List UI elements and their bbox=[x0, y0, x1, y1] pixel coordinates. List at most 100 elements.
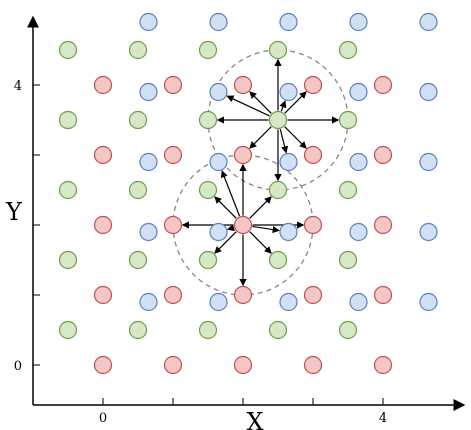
blue-lattice-point bbox=[349, 222, 368, 242]
red-lattice-point bbox=[93, 355, 113, 375]
blue-lattice-point bbox=[139, 222, 158, 242]
blue-lattice-point bbox=[279, 152, 298, 172]
green-lattice-point bbox=[128, 40, 148, 60]
red-lattice-point bbox=[163, 75, 183, 95]
neighbor-arrow bbox=[284, 126, 307, 149]
red-lattice-point bbox=[163, 355, 183, 375]
neighbor-arrow bbox=[252, 225, 280, 234]
green-lattice-point bbox=[268, 250, 288, 270]
green-lattice-point bbox=[268, 40, 288, 60]
blue-lattice-point bbox=[349, 12, 368, 32]
blue-lattice-point bbox=[349, 292, 368, 312]
red-lattice-point bbox=[163, 145, 183, 165]
green-lattice-point bbox=[128, 180, 148, 200]
red-lattice-point bbox=[93, 285, 113, 305]
x-tick-label: 0 bbox=[99, 411, 107, 426]
blue-lattice-point bbox=[209, 152, 228, 172]
red-lattice-point bbox=[303, 215, 323, 235]
neighbor-arrows bbox=[181, 58, 340, 287]
red-lattice-point bbox=[93, 75, 113, 95]
blue-lattice-point bbox=[139, 82, 158, 102]
red-lattice-point bbox=[373, 145, 393, 165]
blue-lattice-point bbox=[419, 292, 438, 312]
neighbor-arrow bbox=[249, 231, 272, 254]
red-lattice-point bbox=[373, 355, 393, 375]
y-ticks: 04 bbox=[14, 79, 40, 374]
red-lattice-point bbox=[233, 145, 253, 165]
neighbor-arrow bbox=[220, 170, 241, 217]
blue-lattice-point bbox=[139, 12, 158, 32]
red-lattice-point bbox=[233, 355, 253, 375]
green-lattice-point bbox=[198, 250, 218, 270]
lattice-points bbox=[58, 12, 438, 375]
green-lattice-point bbox=[128, 250, 148, 270]
blue-lattice-point bbox=[139, 152, 158, 172]
x-tick-label: 4 bbox=[379, 411, 387, 426]
blue-lattice-point bbox=[419, 222, 438, 242]
green-lattice-point bbox=[128, 110, 148, 130]
blue-lattice-point bbox=[209, 82, 228, 102]
blue-lattice-point bbox=[279, 222, 298, 242]
neighbor-arrow bbox=[226, 95, 270, 117]
green-lattice-point bbox=[268, 320, 288, 340]
blue-lattice-point bbox=[349, 152, 368, 172]
y-axis-title: Y bbox=[5, 198, 23, 226]
y-tick-label: 4 bbox=[14, 79, 22, 94]
blue-lattice-point bbox=[349, 82, 368, 102]
green-lattice-point bbox=[198, 320, 218, 340]
green-lattice-point bbox=[338, 110, 358, 130]
neighbor-arrow bbox=[249, 196, 272, 219]
blue-lattice-point bbox=[209, 292, 228, 312]
red-lattice-point bbox=[373, 75, 393, 95]
green-lattice-point bbox=[58, 40, 78, 60]
red-lattice-point bbox=[303, 75, 323, 95]
green-lattice-point bbox=[338, 40, 358, 60]
y-tick-label: 0 bbox=[14, 359, 22, 374]
neighbor-arrow bbox=[279, 129, 289, 154]
neighbor-arrow bbox=[249, 91, 272, 114]
neighbor-arrow bbox=[249, 126, 272, 149]
red-lattice-point bbox=[303, 145, 323, 165]
red-lattice-point bbox=[373, 285, 393, 305]
red-lattice-point bbox=[303, 285, 323, 305]
red-lattice-point bbox=[233, 75, 253, 95]
green-lattice-point bbox=[338, 180, 358, 200]
x-axis-title: X bbox=[246, 408, 263, 430]
green-lattice-point bbox=[58, 320, 78, 340]
green-lattice-point bbox=[128, 320, 148, 340]
green-lattice-point bbox=[338, 320, 358, 340]
green-lattice-point bbox=[58, 180, 78, 200]
blue-lattice-point bbox=[419, 12, 438, 32]
green-lattice-point bbox=[268, 110, 288, 130]
blue-lattice-point bbox=[279, 12, 298, 32]
green-lattice-point bbox=[58, 250, 78, 270]
red-lattice-point bbox=[233, 285, 253, 305]
red-lattice-point bbox=[163, 285, 183, 305]
blue-lattice-point bbox=[209, 12, 228, 32]
red-lattice-point bbox=[93, 215, 113, 235]
green-lattice-point bbox=[268, 180, 288, 200]
neighbor-arrow bbox=[214, 231, 237, 254]
red-lattice-point bbox=[163, 215, 183, 235]
blue-lattice-point bbox=[279, 82, 298, 102]
neighbor-arrow bbox=[214, 196, 237, 219]
red-lattice-point bbox=[233, 215, 253, 235]
green-lattice-point bbox=[198, 40, 218, 60]
neighbor-arrow bbox=[284, 91, 307, 114]
red-lattice-point bbox=[303, 355, 323, 375]
red-lattice-point bbox=[93, 145, 113, 165]
red-lattice-point bbox=[373, 215, 393, 235]
green-lattice-point bbox=[198, 180, 218, 200]
blue-lattice-point bbox=[209, 222, 228, 242]
blue-lattice-point bbox=[419, 82, 438, 102]
green-lattice-point bbox=[338, 250, 358, 270]
green-lattice-point bbox=[198, 110, 218, 130]
blue-lattice-point bbox=[419, 152, 438, 172]
blue-lattice-point bbox=[279, 292, 298, 312]
neighbor-arrow bbox=[226, 224, 235, 232]
blue-lattice-point bbox=[139, 292, 158, 312]
green-lattice-point bbox=[58, 110, 78, 130]
